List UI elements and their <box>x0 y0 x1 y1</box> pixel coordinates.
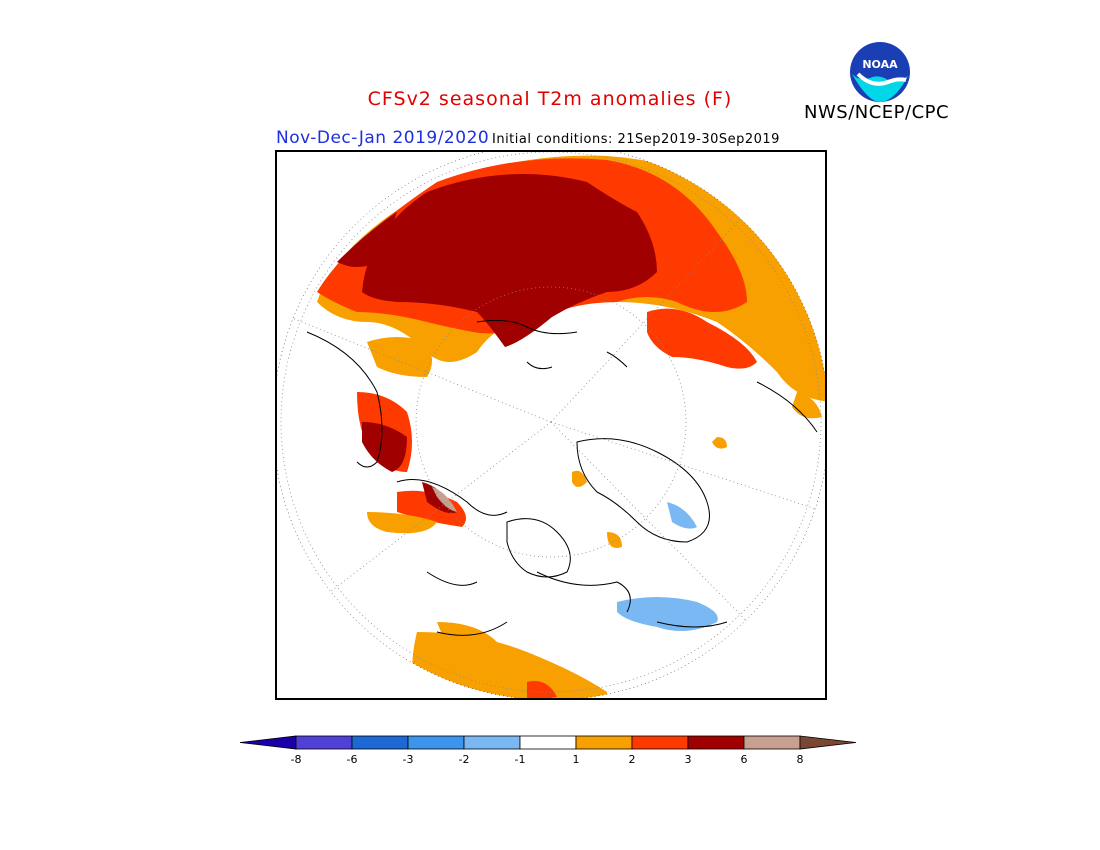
legend-tick-label: -3 <box>403 753 414 766</box>
anomaly-region-plus-2-3-east <box>647 308 757 369</box>
legend-tick-label: 1 <box>573 753 580 766</box>
color-legend: -8 -6 -3 -2 -1 1 2 3 6 8 <box>240 735 857 766</box>
legend-swatch <box>631 735 689 750</box>
legend-swatch <box>351 735 409 750</box>
legend-tick-label: -2 <box>459 753 470 766</box>
legend-swatch <box>407 735 465 750</box>
anomaly-region-minus-1-2 <box>617 597 718 631</box>
noaa-logo-icon: NOAA <box>850 42 910 102</box>
legend-swatch <box>519 735 577 750</box>
legend-tick-label: 3 <box>685 753 692 766</box>
legend-swatch <box>687 735 745 750</box>
legend-tick-label: -6 <box>347 753 358 766</box>
legend-swatch <box>743 735 801 750</box>
logo-text: NOAA <box>862 58 898 71</box>
polar-map <box>277 152 825 698</box>
chart-title: CFSv2 seasonal T2m anomalies (F) <box>367 88 733 110</box>
legend-tick-label: 8 <box>797 753 804 766</box>
legend-swatch <box>575 735 633 750</box>
legend-swatch <box>295 735 353 750</box>
anomaly-region-plus-3-6-west <box>362 422 407 472</box>
legend-swatch <box>463 735 521 750</box>
agency-label: NWS/NCEP/CPC <box>804 102 950 123</box>
legend-tick-label: 6 <box>741 753 748 766</box>
anomaly-region-plus-3-6 <box>362 174 657 347</box>
forecast-period: Nov-Dec-Jan 2019/2020 <box>276 128 490 148</box>
map-frame <box>275 150 827 700</box>
legend-tick-label: -8 <box>291 753 302 766</box>
legend-tick-label: -1 <box>515 753 526 766</box>
anomaly-region-plus-6-8 <box>432 487 457 512</box>
initial-conditions: Initial conditions: 21Sep2019-30Sep2019 <box>492 132 780 147</box>
legend-arrow-high <box>799 735 857 750</box>
legend-tick-label: 2 <box>629 753 636 766</box>
legend-arrow-low <box>240 735 297 750</box>
